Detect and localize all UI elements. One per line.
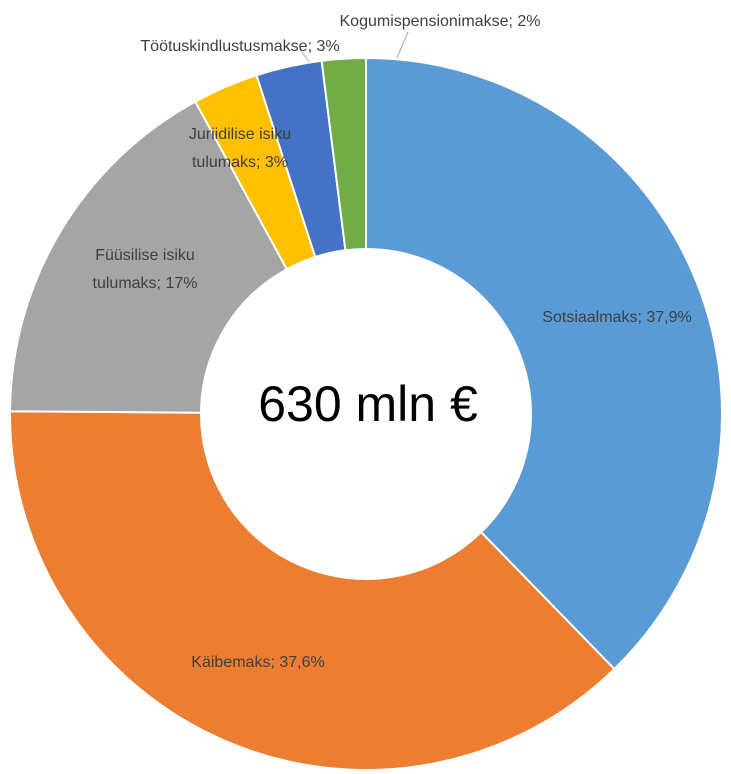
data-label: Juriidilise isiku tulumaks; 3% [189, 126, 291, 171]
data-label: Füüsilise isiku tulumaks; 17% [93, 247, 198, 292]
data-label: Kogumispensionimakse; 2% [340, 13, 541, 30]
donut-slice [9, 410, 616, 771]
data-label: Käibemaks; 37,6% [191, 654, 324, 671]
data-label: Töötuskindlustusmakse; 3% [140, 38, 339, 55]
donut-slice [320, 56, 367, 252]
donut-slice [365, 56, 723, 671]
labels: Sotsiaalmaks; 37,9% Käibemaks; 37,6% Füüsi… [93, 13, 692, 671]
slices [9, 56, 723, 771]
center-label: 630 mln € [258, 376, 478, 432]
donut-slice [9, 100, 289, 414]
data-label: Sotsiaalmaks; 37,9% [542, 309, 691, 326]
